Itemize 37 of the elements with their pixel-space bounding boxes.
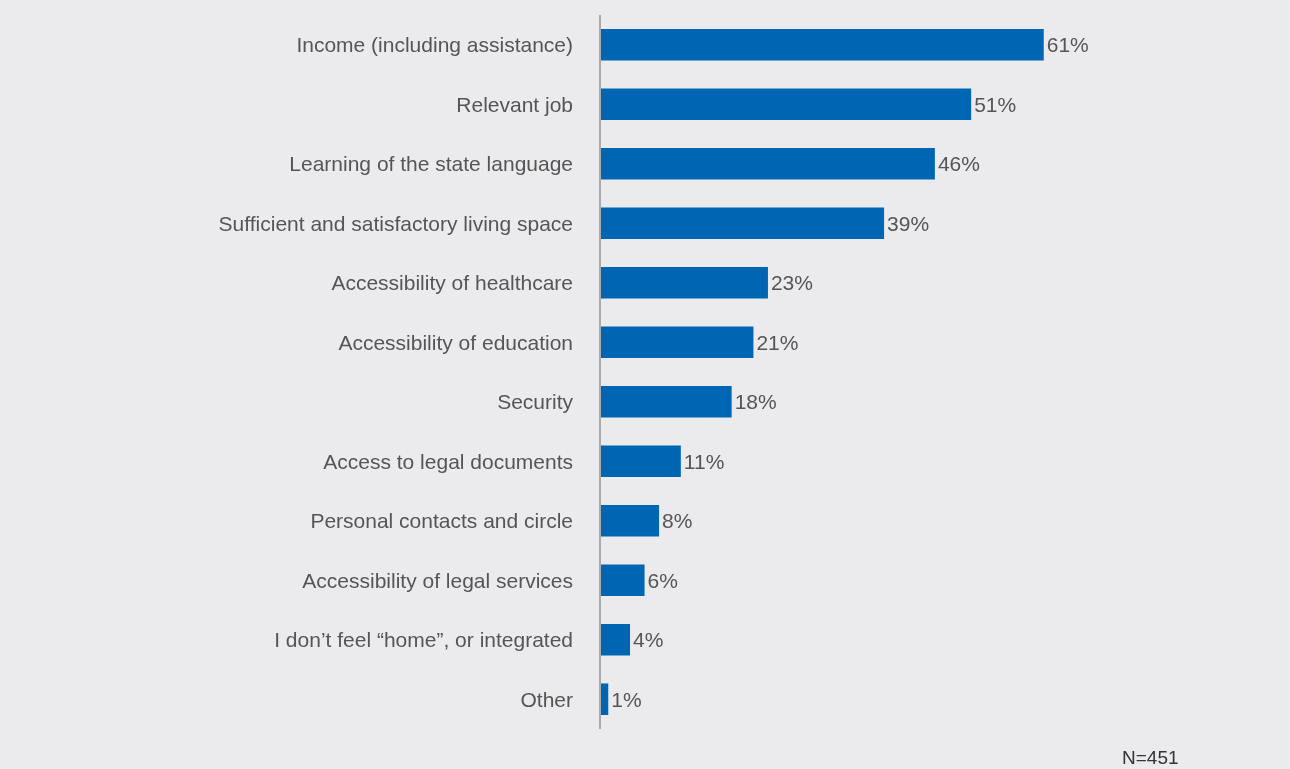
bar — [601, 147, 935, 180]
text: N=451 — [1122, 747, 1179, 768]
y-tick-label: Other — [520, 687, 574, 711]
y-tick-label: Personal contacts and circle — [310, 509, 574, 533]
bar — [601, 326, 754, 359]
y-tick-label: Accessibility of healthcare — [331, 271, 574, 295]
data-label: 18% — [734, 390, 777, 414]
bar — [601, 266, 768, 299]
data-label: 1% — [611, 687, 642, 711]
data-label: 6% — [647, 568, 678, 592]
y-tick-label: Accessibility of education — [338, 330, 574, 354]
bar — [601, 564, 645, 597]
data-label: 51% — [974, 92, 1017, 116]
bar — [601, 623, 631, 656]
y-tick-label: Access to legal documents — [323, 449, 574, 473]
data-label: 21% — [756, 330, 799, 354]
y-tick-label: Learning of the state language — [289, 152, 574, 176]
data-label: 4% — [633, 628, 664, 652]
data-label: 46% — [937, 152, 980, 176]
bar — [601, 88, 972, 121]
y-tick-label: Sufficient and satisfactory living space — [218, 211, 574, 235]
bar — [601, 683, 609, 716]
y-tick-label: Relevant job — [456, 92, 574, 116]
y-tick-label: I don’t feel “home”, or integrated — [274, 628, 574, 652]
bar — [601, 28, 1044, 61]
data-label: 61% — [1046, 33, 1089, 57]
y-tick-label: Security — [497, 390, 574, 414]
data-label: 8% — [662, 509, 693, 533]
bar — [601, 385, 732, 418]
y-tick-label: Income (including assistance) — [296, 33, 574, 57]
bar — [601, 445, 681, 478]
y-tick-label: Accessibility of legal services — [302, 568, 574, 592]
data-label: 39% — [887, 211, 930, 235]
data-label: 23% — [770, 271, 813, 295]
bar — [601, 207, 885, 240]
bar — [601, 504, 660, 537]
data-label: 11% — [683, 449, 725, 473]
